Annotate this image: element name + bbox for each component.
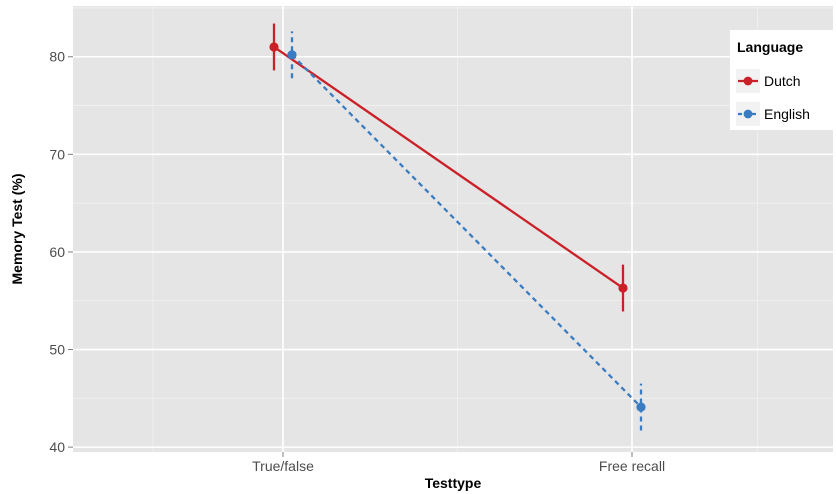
- x-axis-ticks: True/false Free recall: [252, 452, 665, 474]
- minor-gridlines: [73, 6, 833, 452]
- x-tick-label: Free recall: [599, 458, 665, 474]
- y-tick-label: 40: [49, 439, 65, 455]
- legend: Language Dutch English: [730, 30, 833, 130]
- data-point: [636, 402, 646, 412]
- legend-label: English: [764, 106, 810, 122]
- plot-panel: [73, 6, 833, 452]
- y-tick-label: 80: [49, 49, 65, 65]
- data-point: [269, 42, 279, 52]
- y-axis-ticks: 40 50 60 70 80: [49, 49, 73, 455]
- legend-items: Dutch English: [736, 69, 810, 126]
- series-line: [291, 53, 642, 408]
- legend-key-point: [743, 109, 753, 119]
- data-point: [287, 50, 297, 60]
- data-point: [618, 283, 628, 293]
- major-gridlines: [73, 6, 833, 452]
- y-tick-label: 60: [49, 244, 65, 260]
- legend-key-point: [743, 76, 753, 86]
- legend-label: Dutch: [764, 73, 801, 89]
- x-axis-title: Testtype: [425, 475, 482, 491]
- y-tick-label: 50: [49, 342, 65, 358]
- y-tick-label: 70: [49, 146, 65, 162]
- y-axis-title: Memory Test (%): [9, 174, 25, 285]
- series-lines: [273, 46, 642, 408]
- x-tick-label: True/false: [252, 458, 314, 474]
- legend-title: Language: [737, 39, 803, 55]
- series-line: [273, 46, 624, 289]
- data-points: [269, 42, 646, 412]
